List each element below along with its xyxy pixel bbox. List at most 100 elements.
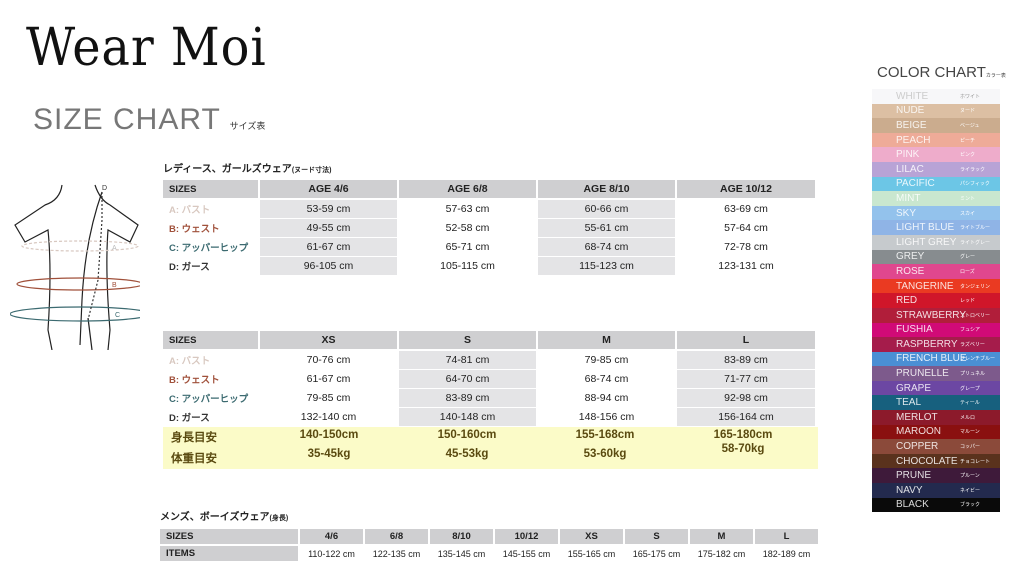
column-header: XS	[260, 331, 397, 349]
color-swatch-nude: NUDE ヌード	[872, 103, 1000, 119]
color-swatch-peach: PEACH ピーチ	[872, 132, 1000, 148]
color-name-jp: フレンチブルー	[960, 356, 996, 363]
column-header: AGE 10/12	[677, 180, 815, 198]
color-name-jp: チョコレート	[960, 458, 991, 465]
column-header: 4/6	[300, 529, 363, 544]
color-name: GRAPE	[896, 382, 932, 394]
table-cell: 182-189 cm	[762, 548, 811, 559]
color-name-jp: パシフィック	[960, 181, 990, 188]
color-name-jp: ピーチ	[960, 137, 976, 144]
color-name: FUSHIA	[896, 324, 933, 336]
color-name: MAROON	[896, 426, 941, 438]
color-chart-title-jp: カラー表	[985, 73, 1006, 79]
color-swatch-lilac: LILAC ライラック	[872, 161, 1000, 177]
column-header: XS	[560, 529, 623, 544]
column-header: 8/10	[430, 529, 493, 544]
mens-heading: メンズ、ボーイズウェア(身長)	[160, 508, 288, 523]
ladies-heading: レディース、ガールズウェア(ヌード寸法)	[163, 160, 331, 175]
row-label: D: ガース	[169, 262, 210, 273]
table-cell: 61-67 cm	[306, 373, 351, 385]
color-name: COPPER	[896, 441, 939, 453]
color-name: ROSE	[896, 265, 925, 277]
table-cell: 53-59 cm	[260, 200, 397, 218]
table-cell: 115-123 cm	[538, 257, 675, 275]
color-swatch-light-blue: LIGHT BLUE ライトブルー	[872, 220, 1000, 235]
color-swatch-mint: MINT ミント	[872, 191, 1000, 206]
title-jp: サイズ表	[229, 121, 266, 131]
color-swatch-list: WHITE ホワイト NUDE ヌード BEIGE ベージュ PEACH ピーチ PINK ピンク…	[872, 89, 1000, 513]
color-swatch-prunelle: PRUNELLE プリュネル	[872, 366, 1000, 381]
color-swatch-black: BLACK ブラック	[872, 497, 1000, 513]
color-name: LIGHT BLUE	[896, 222, 955, 234]
color-name-jp: プルーン	[960, 473, 980, 480]
table-cell: 155-165 cm	[567, 548, 616, 559]
color-name-jp: ライトブルー	[960, 225, 991, 232]
header-row: SIZES 4/6 6/8 8/10 10/12 XS S M L	[160, 529, 818, 544]
color-name: BEIGE	[896, 119, 927, 131]
column-header: AGE 8/10	[538, 180, 675, 198]
color-name: WHITE	[896, 90, 929, 102]
color-swatch-rose: ROSE ローズ	[872, 264, 1000, 279]
color-swatch-light-grey: LIGHT GREY ライトグレー	[872, 234, 1000, 250]
color-name-jp: ライラック	[960, 166, 986, 173]
height-value: 150-160cm	[437, 429, 497, 441]
page-title: SIZE CHART サイズ表	[33, 103, 265, 137]
color-name-jp: マルーン	[960, 429, 980, 436]
table-cell: 148-156 cm	[578, 411, 635, 423]
color-name: LILAC	[896, 163, 924, 175]
color-swatch-copper: COPPER コッパー	[872, 439, 1000, 454]
table-cell: 65-71 cm	[445, 241, 490, 253]
color-name: LIGHT GREY	[896, 236, 957, 248]
table-cell: 57-64 cm	[724, 222, 768, 234]
column-header: S	[399, 331, 536, 349]
color-swatch-fushia: FUSHIA フュシア	[872, 322, 1000, 338]
table-cell: 55-61 cm	[538, 219, 675, 237]
table-cell: 61-67 cm	[260, 238, 397, 256]
weight-value: 53-60kg	[583, 448, 627, 460]
color-swatch-prune: PRUNE プルーン	[872, 468, 1000, 484]
table-cell: 145-155 cm	[502, 548, 551, 559]
label-a: A	[112, 245, 117, 252]
color-swatch-maroon: MAROON マルーン	[872, 424, 1000, 440]
table-cell: 60-66 cm	[538, 200, 675, 218]
color-name-jp: プリュネル	[960, 371, 986, 378]
color-swatch-pacific: PACIFIC パシフィック	[872, 176, 1000, 192]
height-label: 身長目安	[171, 432, 217, 444]
column-header: L	[677, 331, 815, 349]
weight-value: 45-53kg	[445, 448, 489, 460]
weight-label: 体重目安	[171, 453, 217, 465]
table-cell: 64-70 cm	[399, 370, 536, 388]
color-name: PINK	[896, 149, 920, 161]
table-cell: 72-78 cm	[724, 241, 768, 253]
color-name-jp: ミント	[960, 195, 976, 202]
color-name: MINT	[896, 192, 921, 204]
column-header: M	[690, 529, 753, 544]
color-name: FRENCH BLUE	[896, 353, 967, 365]
color-name: PRUNELLE	[896, 368, 949, 380]
table-cell: 83-89 cm	[677, 351, 815, 369]
color-name-jp: ブラック	[960, 502, 981, 509]
table-cell: 123-131 cm	[718, 260, 774, 272]
table-cell: 92-98 cm	[677, 389, 815, 407]
label-d: D	[102, 185, 107, 192]
color-chart-title-text: COLOR CHART	[877, 64, 986, 81]
color-swatch-merlot: MERLOT メルロ	[872, 410, 1000, 425]
brand-logo: Wear Moi	[26, 18, 267, 78]
color-name-jp: ベージュ	[960, 122, 980, 129]
color-swatch-grey: GREY グレー	[872, 249, 1000, 265]
table-cell: 175-182 cm	[697, 548, 746, 559]
table-cell: 57-63 cm	[445, 203, 490, 215]
row-label: ITEMS	[160, 546, 298, 561]
column-header: SIZES	[160, 529, 298, 544]
color-name: NAVY	[896, 484, 923, 496]
ladies-heading-text: レディース、ガールズウェア	[163, 164, 292, 175]
height-value: 165-180cm	[713, 429, 773, 441]
color-name-jp: ラズベリー	[960, 341, 985, 348]
row-label: A: バスト	[169, 205, 211, 216]
row-label: D: ガース	[169, 413, 210, 424]
column-header: L	[755, 529, 818, 544]
color-chart-title: COLOR CHARTカラー表	[877, 64, 1006, 81]
color-name: BLACK	[896, 499, 929, 511]
color-swatch-grape: GRAPE グレープ	[872, 380, 1000, 396]
color-swatch-white: WHITE ホワイト	[872, 89, 1000, 104]
